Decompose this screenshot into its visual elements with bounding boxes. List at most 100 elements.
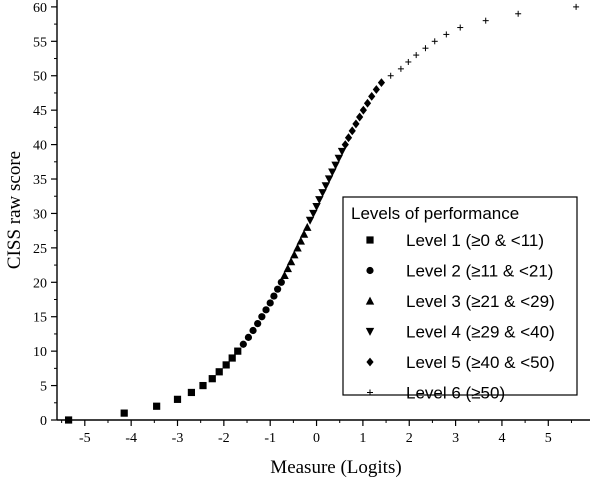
- data-point-level-6: [457, 24, 464, 31]
- data-point-level-6: [431, 38, 438, 45]
- data-point-level-5: [377, 78, 386, 88]
- data-point-level-5: [341, 140, 349, 149]
- data-point-level-1: [187, 388, 196, 397]
- data-point-level-6: [387, 72, 394, 79]
- y-tick-label: 0: [40, 414, 47, 429]
- data-point-level-5: [368, 91, 376, 101]
- data-point-level-4: [337, 147, 347, 156]
- data-point-level-6: [405, 58, 412, 65]
- data-point-level-3: [290, 250, 299, 259]
- data-point-level-5: [356, 112, 364, 122]
- legend-label: Level 5 (≥40 & <50): [406, 353, 555, 372]
- data-point-level-3: [299, 229, 309, 238]
- data-point-level-4: [312, 202, 321, 211]
- data-point-level-2: [274, 285, 282, 293]
- legend-marker: [365, 327, 375, 336]
- data-point-level-1: [208, 375, 216, 383]
- y-axis-label: CISS raw score: [4, 151, 25, 269]
- tick-marks: [51, 6, 572, 426]
- y-tick-label: 30: [33, 207, 47, 222]
- legend-marker: [366, 236, 374, 244]
- legend-title: Levels of performance: [351, 204, 519, 223]
- y-tick-label: 25: [33, 242, 47, 257]
- data-point-level-1: [120, 409, 128, 417]
- data-point-level-4: [334, 154, 343, 163]
- data-point-level-5: [359, 105, 367, 115]
- data-point-level-6: [397, 65, 404, 72]
- data-point-level-2: [239, 340, 247, 348]
- data-point-level-1: [222, 361, 230, 369]
- y-tick-label: 45: [33, 104, 47, 119]
- y-tick-label: 60: [33, 1, 47, 16]
- legend-marker: [367, 389, 373, 396]
- data-point-level-1: [215, 368, 223, 376]
- legend-marker: [366, 357, 374, 367]
- axes: [56, 0, 590, 421]
- legend-label: Level 6 (≥50): [406, 384, 505, 403]
- y-tick-label: 20: [33, 276, 47, 291]
- y-tick-label: 40: [33, 139, 47, 154]
- legend: Levels of performance Level 1 (≥0 & <11)…: [342, 196, 578, 403]
- y-tick-label: 50: [33, 70, 47, 85]
- data-point-level-6: [515, 10, 522, 17]
- data-point-level-2: [270, 292, 278, 300]
- data-point-level-3: [296, 236, 305, 245]
- data-point-level-4: [305, 216, 315, 225]
- data-point-level-1: [228, 354, 236, 362]
- data-point-level-4: [328, 168, 337, 177]
- x-tick-label: 5: [545, 431, 552, 446]
- data-point-level-2: [258, 313, 266, 321]
- data-point-level-2: [262, 306, 270, 314]
- legend-box: [342, 196, 578, 396]
- y-tick-label: 5: [40, 380, 47, 395]
- data-point-level-6: [422, 45, 429, 52]
- data-point-level-3: [286, 257, 296, 266]
- legend-label: Level 2 (≥11 & <21): [406, 262, 553, 281]
- legend-entries: Level 1 (≥0 & <11) Level 2 (≥11 & <21) Lev…: [365, 231, 555, 403]
- data-point-level-3: [303, 222, 312, 231]
- legend-marker: [366, 266, 374, 275]
- data-point-level-4: [324, 175, 334, 184]
- data-point-level-6: [413, 52, 420, 59]
- data-points: [64, 3, 580, 424]
- x-tick-label: -4: [125, 431, 137, 446]
- data-point-level-4: [331, 161, 340, 170]
- x-tick-label: -3: [172, 431, 184, 446]
- data-point-level-3: [293, 243, 302, 252]
- data-point-level-4: [315, 196, 324, 205]
- x-tick-label: 4: [498, 431, 505, 446]
- data-point-level-1: [173, 395, 182, 403]
- legend-marker: [365, 296, 375, 305]
- data-point-level-5: [372, 85, 380, 94]
- data-point-level-4: [318, 189, 327, 198]
- x-axis-label: Measure (Logits): [270, 457, 401, 478]
- x-tick-label: 1: [359, 431, 366, 446]
- x-tick-label: 2: [406, 431, 413, 446]
- data-point-level-2: [244, 333, 253, 341]
- y-tick-label: 15: [33, 311, 47, 326]
- data-point-level-6: [482, 17, 489, 24]
- data-point-level-6: [573, 3, 580, 10]
- data-point-level-1: [64, 416, 73, 424]
- data-point-level-6: [443, 31, 450, 38]
- x-tick-label: -5: [79, 431, 91, 446]
- data-point-level-1: [153, 402, 161, 410]
- y-tick-label: 35: [33, 173, 47, 188]
- data-point-level-5: [352, 119, 360, 129]
- data-point-level-5: [363, 98, 372, 108]
- x-tick-label: 0: [313, 431, 320, 446]
- x-tick-label: 3: [452, 431, 459, 446]
- data-point-level-4: [321, 182, 331, 191]
- data-point-level-1: [199, 381, 207, 390]
- data-point-level-2: [249, 326, 257, 335]
- y-tick-label: 10: [33, 345, 47, 360]
- data-point-level-2: [266, 299, 274, 307]
- legend-label: Level 4 (≥29 & <40): [406, 323, 555, 342]
- data-point-level-2: [277, 278, 285, 286]
- data-point-level-5: [344, 133, 353, 143]
- legend-label: Level 1 (≥0 & <11): [406, 231, 544, 250]
- data-point-level-5: [348, 126, 356, 136]
- legend-label: Level 3 (≥21 & <29): [406, 292, 555, 311]
